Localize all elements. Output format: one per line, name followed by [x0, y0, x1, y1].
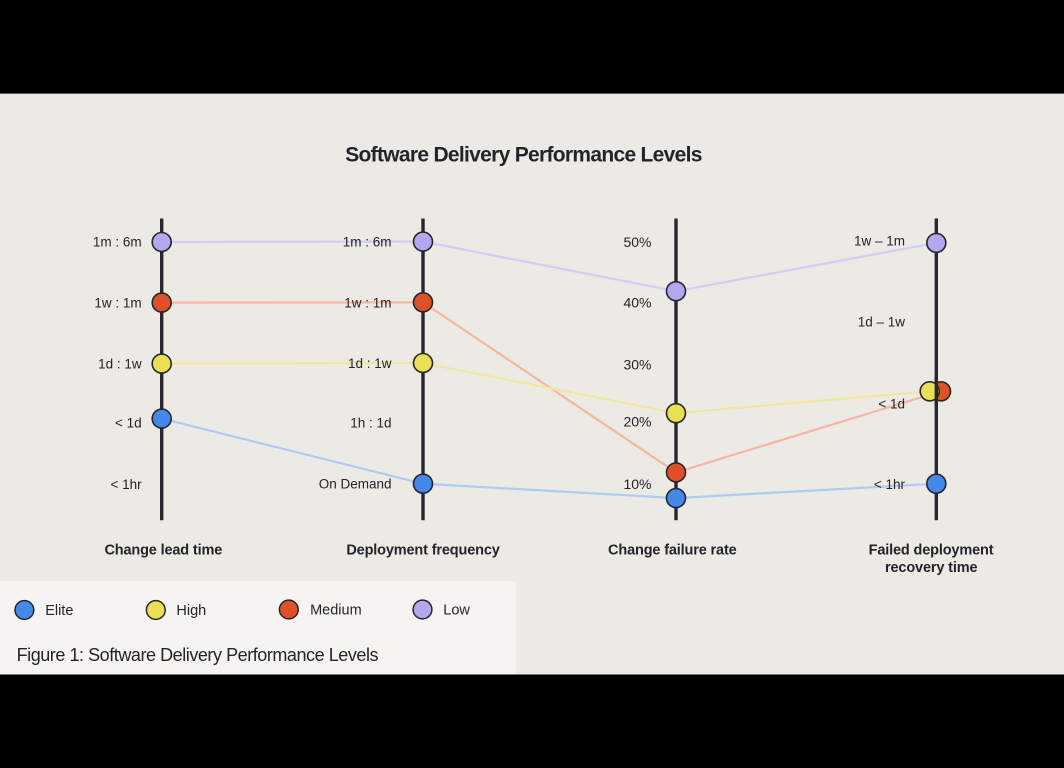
svg-text:1w : 1m: 1w : 1m — [94, 295, 141, 310]
svg-text:1w – 1m: 1w – 1m — [854, 234, 905, 249]
svg-text:1m : 6m: 1m : 6m — [343, 235, 392, 250]
svg-text:Low: Low — [443, 602, 470, 618]
svg-text:Software Delivery Performance: Software Delivery Performance Levels — [345, 144, 702, 167]
svg-text:1m : 6m: 1m : 6m — [93, 235, 142, 250]
svg-text:1d : 1w: 1d : 1w — [98, 356, 142, 371]
svg-text:Figure 1: Software Delivery Pe: Figure 1: Software Delivery Performance … — [17, 645, 379, 665]
svg-text:Failed deployment: Failed deployment — [869, 543, 994, 559]
svg-text:Medium: Medium — [310, 602, 362, 618]
svg-text:50%: 50% — [623, 234, 651, 250]
svg-text:recovery time: recovery time — [885, 560, 977, 576]
svg-text:30%: 30% — [623, 357, 651, 373]
svg-text:1d : 1w: 1d : 1w — [348, 356, 392, 371]
svg-text:< 1d: < 1d — [115, 416, 142, 431]
svg-text:1h : 1d: 1h : 1d — [350, 416, 391, 431]
svg-text:Elite: Elite — [45, 603, 73, 619]
svg-text:40%: 40% — [623, 295, 651, 311]
svg-text:20%: 20% — [623, 414, 651, 430]
svg-text:Change failure rate: Change failure rate — [608, 543, 737, 559]
svg-text:High: High — [176, 603, 206, 619]
svg-text:< 1hr: < 1hr — [874, 477, 906, 492]
svg-text:Deployment frequency: Deployment frequency — [346, 543, 499, 559]
svg-text:< 1hr: < 1hr — [110, 477, 142, 492]
svg-text:On Demand: On Demand — [319, 476, 392, 491]
svg-text:10%: 10% — [623, 476, 651, 492]
svg-text:1d – 1w: 1d – 1w — [858, 314, 906, 329]
svg-text:1w : 1m: 1w : 1m — [344, 295, 391, 310]
svg-text:Change lead time: Change lead time — [104, 543, 222, 559]
svg-text:< 1d: < 1d — [878, 396, 905, 411]
